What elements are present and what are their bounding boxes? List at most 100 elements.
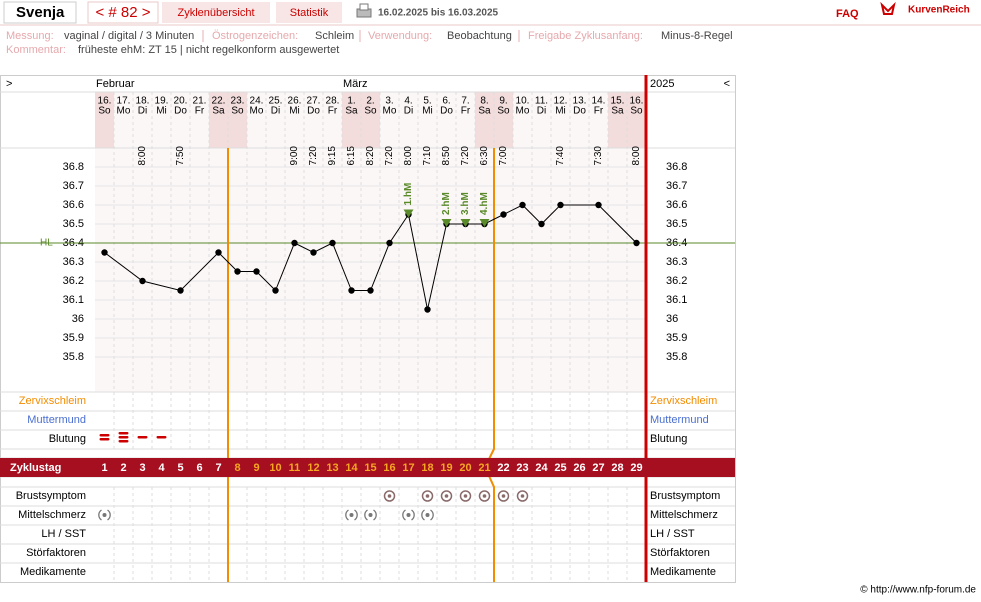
temperature-point <box>101 249 108 256</box>
tab[interactable] <box>276 2 342 23</box>
temperature-point <box>329 239 336 247</box>
day-date: 24. <box>250 96 264 107</box>
measure-time: 7:10 <box>422 146 433 166</box>
info-label: Östrogenzeichen: <box>212 30 298 42</box>
measure-time: 9:15 <box>327 146 338 166</box>
row-label: Blutung <box>650 433 687 445</box>
cycle-number[interactable]: < # 82 > <box>95 4 150 21</box>
temperature-point <box>595 201 602 209</box>
cycle-day: 23 <box>516 462 528 474</box>
y-tick-label: 36.1 <box>63 294 84 306</box>
row-label: LH / SST <box>41 528 86 540</box>
day-weekday: So <box>364 106 377 117</box>
day-date: 18. <box>136 96 150 107</box>
row-label: Zervixschleim <box>19 395 86 407</box>
day-date: 3. <box>385 96 393 107</box>
day-weekday: Do <box>307 106 320 117</box>
day-date: 13. <box>573 96 587 107</box>
day-date: 21. <box>193 96 207 107</box>
pain-icon <box>345 509 358 521</box>
name-box <box>3 1 77 24</box>
day-weekday: Fr <box>195 106 205 117</box>
day-date: 12. <box>554 96 568 107</box>
day-weekday: Di <box>537 106 546 117</box>
nav-next[interactable]: < <box>724 78 730 90</box>
month-label: März <box>343 78 367 90</box>
row-label: Störfaktoren <box>26 547 86 559</box>
symptom-dot <box>482 494 487 498</box>
temperature-point <box>538 220 545 228</box>
cycle-day: 13 <box>326 462 338 474</box>
info-label: Kommentar: <box>6 44 66 56</box>
day-date: 26. <box>288 96 302 107</box>
cycle-day: 27 <box>592 462 604 474</box>
measure-time: 7:50 <box>175 146 186 166</box>
info-value: vaginal / digital / 3 Minuten <box>64 30 194 42</box>
row-label: Muttermund <box>650 414 709 426</box>
day-weekday: Sa <box>478 106 491 117</box>
nav-prev[interactable]: > <box>6 78 12 90</box>
measure-time: 9:00 <box>289 146 300 166</box>
faq-link[interactable]: FAQ <box>836 8 859 20</box>
measure-time: 8:00 <box>403 146 414 166</box>
tab-label[interactable]: Zyklenübersicht <box>177 7 254 19</box>
tab[interactable] <box>162 2 270 23</box>
y-tick-label: 35.9 <box>666 332 687 344</box>
day-date: 6. <box>442 96 450 107</box>
measure-time: 7:00 <box>498 146 509 166</box>
pain-dot <box>349 513 354 517</box>
cycle-nav[interactable] <box>87 1 159 24</box>
info-value: früheste ehM: ZT 15 | nicht regelkonform… <box>78 44 339 56</box>
day-weekday: Mi <box>289 106 300 117</box>
cycle-day: 6 <box>196 462 202 474</box>
temperature-point <box>291 239 298 247</box>
symptom-icon <box>459 490 472 502</box>
copyright: © http://www.nfp-forum.de <box>860 585 976 596</box>
day-date: 14. <box>592 96 606 107</box>
measure-time: 7:20 <box>308 146 319 166</box>
temperature-point <box>215 249 222 256</box>
cycle-day: 14 <box>345 462 358 474</box>
day-date: 22. <box>212 96 226 107</box>
day-weekday: Di <box>404 106 413 117</box>
y-tick-label: 36.5 <box>666 218 687 230</box>
measure-time: 7:40 <box>555 146 566 166</box>
cycle-label: Zyklustag <box>10 462 61 474</box>
day-weekday: Mo <box>516 106 530 117</box>
printer-paper[interactable] <box>359 3 369 11</box>
symptom-icon <box>421 490 434 502</box>
pain-dot <box>425 513 430 517</box>
cycle-day: 9 <box>253 462 259 474</box>
weekend-shade <box>361 92 380 148</box>
cycle-day: 11 <box>289 462 301 474</box>
cycle-day: 28 <box>611 462 623 474</box>
symptom-icon <box>497 490 510 502</box>
y-tick-label: 36 <box>72 313 84 325</box>
temperature-point <box>633 239 640 247</box>
measure-time: 6:30 <box>479 146 490 166</box>
print-icon[interactable] <box>356 3 372 18</box>
day-weekday: So <box>231 106 244 117</box>
y-tick-label: 36.6 <box>666 199 687 211</box>
row-label: Medikamente <box>20 566 86 578</box>
y-tick-label: 36.3 <box>666 256 687 268</box>
bleeding-dash <box>99 438 110 441</box>
day-date: 7. <box>461 96 469 107</box>
y-tick-label: 36.3 <box>63 256 84 268</box>
weekend-shade <box>95 92 114 148</box>
info-label: Freigabe Zyklusanfang: <box>528 30 643 42</box>
tab-label[interactable]: Statistik <box>290 7 329 19</box>
brand-name[interactable]: KurvenReich <box>908 5 970 16</box>
bleeding-dash <box>156 436 167 439</box>
cycle-day: 10 <box>269 462 281 474</box>
day-weekday: Sa <box>212 106 225 117</box>
y-tick-label: 36.2 <box>666 275 687 287</box>
day-date: 23. <box>231 96 245 107</box>
info-value: Minus-8-Regel <box>661 30 733 42</box>
day-date: 20. <box>174 96 188 107</box>
row-label: Muttermund <box>27 414 86 426</box>
brand-logo[interactable] <box>880 1 896 15</box>
measure-time: 6:15 <box>346 146 357 166</box>
